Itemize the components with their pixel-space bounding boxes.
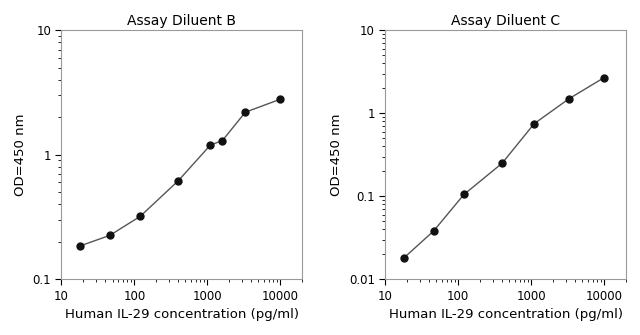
- Title: Assay Diluent B: Assay Diluent B: [127, 14, 236, 28]
- Y-axis label: OD=450 nm: OD=450 nm: [14, 114, 27, 196]
- Y-axis label: OD=450 nm: OD=450 nm: [330, 114, 343, 196]
- X-axis label: Human IL-29 concentration (pg/ml): Human IL-29 concentration (pg/ml): [388, 308, 623, 321]
- X-axis label: Human IL-29 concentration (pg/ml): Human IL-29 concentration (pg/ml): [65, 308, 299, 321]
- Title: Assay Diluent C: Assay Diluent C: [451, 14, 560, 28]
